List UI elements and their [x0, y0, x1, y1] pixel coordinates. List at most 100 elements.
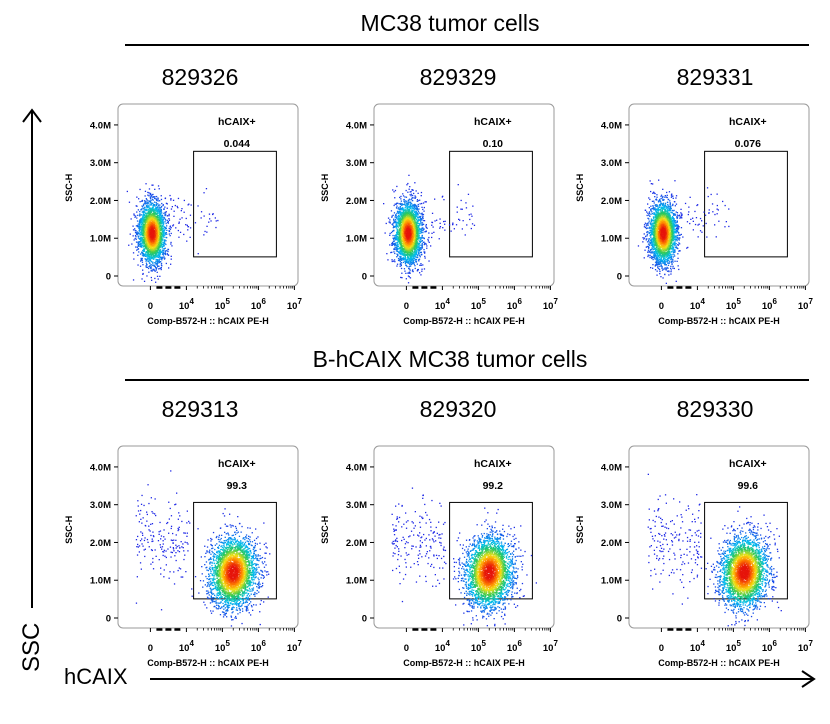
- ssc-axis-label: SSC: [18, 622, 45, 672]
- x-tick-label: 105: [215, 639, 231, 654]
- plot-frame: [117, 445, 299, 629]
- plot-frame: [373, 445, 555, 629]
- flow-plot-829326: 0 1.0M 2.0M 3.0M 4.0M SSC-H 0 104 105 106 107 Comp-…: [64, 103, 303, 326]
- hcaix-axis-arrow: [150, 670, 816, 688]
- gate: [193, 150, 277, 258]
- event-dots: [647, 473, 782, 627]
- x-tick-label: 105: [471, 639, 487, 654]
- x-tick-label: 0: [659, 643, 664, 654]
- y-tick-label: 3.0M: [601, 158, 622, 169]
- sample-id: 829320: [419, 396, 497, 422]
- event-dots: [126, 183, 219, 283]
- y-tick-label: 0: [106, 271, 111, 282]
- y-tick-label: 1.0M: [346, 234, 367, 245]
- x-tick-label: 0: [404, 643, 409, 654]
- x-tick-label: 0: [404, 301, 409, 312]
- x-axis-label: Comp-B572-H :: hCAIX PE-H: [147, 316, 269, 326]
- x-tick-label: 107: [798, 297, 814, 312]
- gate-label: hCAIX+: [729, 458, 767, 470]
- gate-value: 99.6: [738, 480, 759, 492]
- y-tick-label: 4.0M: [346, 120, 367, 131]
- x-tick-label: 106: [507, 639, 523, 654]
- gate-value: 99.2: [483, 480, 504, 492]
- y-tick-label: 4.0M: [90, 462, 111, 473]
- sample-id: 829330: [676, 396, 754, 422]
- x-tick-label: 105: [726, 297, 742, 312]
- x-axis-label: Comp-B572-H :: hCAIX PE-H: [658, 658, 780, 668]
- gate-label: hCAIX+: [729, 116, 767, 128]
- y-tick-label: 0: [106, 613, 111, 624]
- y-tick-label: 4.0M: [346, 462, 367, 473]
- x-tick-label: 107: [287, 297, 303, 312]
- y-tick-label: 0: [362, 271, 367, 282]
- y-tick-label: 1.0M: [90, 234, 111, 245]
- y-axis-label: SSC-H: [64, 516, 74, 544]
- y-axis-label: SSC-H: [575, 174, 585, 202]
- y-tick-label: 3.0M: [90, 158, 111, 169]
- group-title-b-hcaix: B-hCAIX MC38 tumor cells: [312, 346, 588, 372]
- x-axis-label: Comp-B572-H :: hCAIX PE-H: [403, 316, 525, 326]
- y-tick-label: 3.0M: [90, 500, 111, 511]
- x-tick-label: 0: [148, 643, 153, 654]
- y-tick-label: 1.0M: [601, 576, 622, 587]
- sample-id: 829313: [161, 396, 239, 422]
- x-tick-label: 105: [215, 297, 231, 312]
- gate: [704, 150, 788, 258]
- y-axis-label: SSC-H: [320, 516, 330, 544]
- group-divider-mc38: [125, 44, 809, 46]
- gate-label: hCAIX+: [474, 458, 512, 470]
- x-tick-label: 104: [179, 639, 195, 654]
- flow-plot-829330: 0 1.0M 2.0M 3.0M 4.0M SSC-H 0 104 105 106 107 Comp-…: [575, 445, 814, 668]
- y-tick-label: 0: [617, 271, 622, 282]
- y-axis-label: SSC-H: [64, 174, 74, 202]
- x-tick-label: 105: [726, 639, 742, 654]
- flow-plot-829331: 0 1.0M 2.0M 3.0M 4.0M SSC-H 0 104 105 106 107 Comp-…: [575, 103, 814, 326]
- y-tick-label: 0: [617, 613, 622, 624]
- gate-label: hCAIX+: [474, 116, 512, 128]
- y-tick-label: 3.0M: [346, 158, 367, 169]
- x-tick-label: 104: [435, 639, 451, 654]
- y-tick-label: 2.0M: [601, 196, 622, 207]
- x-axis-label: Comp-B572-H :: hCAIX PE-H: [147, 658, 269, 668]
- sample-id: 829329: [419, 64, 497, 90]
- x-tick-label: 104: [690, 639, 706, 654]
- gate-value: 0.044: [224, 138, 250, 150]
- y-tick-label: 2.0M: [601, 538, 622, 549]
- gate-value: 99.3: [227, 480, 248, 492]
- x-tick-label: 0: [659, 301, 664, 312]
- x-tick-label: 104: [690, 297, 706, 312]
- x-tick-label: 107: [543, 639, 559, 654]
- event-dots: [383, 174, 476, 284]
- y-tick-label: 4.0M: [601, 462, 622, 473]
- x-axis-label: Comp-B572-H :: hCAIX PE-H: [658, 316, 780, 326]
- x-tick-label: 106: [762, 297, 778, 312]
- gate-value: 0.10: [483, 138, 504, 150]
- y-axis-label: SSC-H: [320, 174, 330, 202]
- y-tick-label: 1.0M: [90, 576, 111, 587]
- hcaix-axis-label: hCAIX: [64, 664, 128, 689]
- x-tick-label: 106: [507, 297, 523, 312]
- y-tick-label: 2.0M: [90, 196, 111, 207]
- y-tick-label: 4.0M: [601, 120, 622, 131]
- gate-label: hCAIX+: [218, 116, 256, 128]
- flow-plot-829320: 0 1.0M 2.0M 3.0M 4.0M SSC-H 0 104 105 106 107 Comp-…: [320, 445, 559, 668]
- x-tick-label: 106: [762, 639, 778, 654]
- x-tick-label: 106: [251, 297, 267, 312]
- y-tick-label: 1.0M: [601, 234, 622, 245]
- x-tick-label: 107: [543, 297, 559, 312]
- y-tick-label: 3.0M: [346, 500, 367, 511]
- y-tick-label: 2.0M: [346, 196, 367, 207]
- x-axis-label: Comp-B572-H :: hCAIX PE-H: [403, 658, 525, 668]
- gate-label: hCAIX+: [218, 458, 256, 470]
- x-tick-label: 0: [148, 301, 153, 312]
- y-tick-label: 2.0M: [346, 538, 367, 549]
- x-tick-label: 107: [798, 639, 814, 654]
- event-dots: [637, 179, 730, 284]
- y-tick-label: 2.0M: [90, 538, 111, 549]
- ssc-axis-arrow: [22, 108, 42, 608]
- flow-plot-829313: 0 1.0M 2.0M 3.0M 4.0M SSC-H 0 104 105 106 107 Comp-…: [64, 445, 302, 668]
- group-divider-b-hcaix: [125, 379, 809, 381]
- x-tick-label: 104: [435, 297, 451, 312]
- x-tick-label: 105: [471, 297, 487, 312]
- group-title-mc38: MC38 tumor cells: [360, 10, 540, 36]
